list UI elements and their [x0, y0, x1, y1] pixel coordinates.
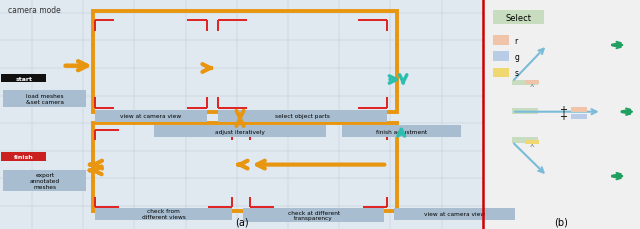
FancyBboxPatch shape: [1, 152, 46, 161]
Text: select object parts: select object parts: [275, 114, 330, 119]
Text: g: g: [515, 52, 520, 62]
FancyBboxPatch shape: [493, 68, 509, 78]
Bar: [0, 0, 483, 229]
FancyBboxPatch shape: [512, 80, 538, 86]
Text: load meshes
&set camera: load meshes &set camera: [26, 94, 64, 104]
FancyBboxPatch shape: [342, 125, 461, 137]
Text: check from
different views: check from different views: [141, 209, 186, 219]
Text: r: r: [515, 36, 518, 46]
FancyBboxPatch shape: [525, 141, 539, 145]
FancyBboxPatch shape: [493, 11, 544, 25]
FancyBboxPatch shape: [218, 110, 387, 122]
Bar: [485, 0, 640, 229]
FancyBboxPatch shape: [1, 74, 46, 83]
FancyBboxPatch shape: [493, 52, 509, 62]
FancyBboxPatch shape: [95, 208, 232, 220]
Text: camera mode: camera mode: [8, 6, 60, 15]
FancyBboxPatch shape: [3, 90, 86, 108]
Text: check at different
transparency: check at different transparency: [287, 210, 340, 220]
FancyBboxPatch shape: [154, 125, 326, 137]
FancyBboxPatch shape: [394, 208, 515, 220]
Text: adjust iteratively: adjust iteratively: [215, 129, 265, 134]
Text: x: x: [530, 139, 535, 148]
Text: x: x: [530, 79, 535, 89]
Text: export
annotated
meshes: export annotated meshes: [29, 173, 60, 189]
FancyBboxPatch shape: [525, 81, 539, 85]
FancyBboxPatch shape: [571, 114, 587, 119]
FancyBboxPatch shape: [512, 109, 538, 114]
FancyBboxPatch shape: [571, 107, 587, 112]
Text: view at camera view: view at camera view: [120, 114, 181, 119]
Text: +: +: [559, 105, 567, 115]
Text: s: s: [515, 68, 518, 78]
FancyBboxPatch shape: [243, 208, 384, 222]
Text: +: +: [559, 112, 567, 122]
FancyBboxPatch shape: [95, 110, 207, 122]
Text: Select: Select: [506, 14, 531, 23]
FancyBboxPatch shape: [493, 36, 509, 46]
Text: start: start: [15, 76, 32, 81]
Text: (b): (b): [554, 216, 568, 226]
Text: finish: finish: [14, 154, 33, 159]
FancyBboxPatch shape: [512, 137, 538, 143]
Text: finish adjustment: finish adjustment: [376, 129, 427, 134]
FancyBboxPatch shape: [3, 171, 86, 191]
Text: (a): (a): [235, 216, 249, 226]
Text: view at camera view: view at camera view: [424, 211, 485, 216]
